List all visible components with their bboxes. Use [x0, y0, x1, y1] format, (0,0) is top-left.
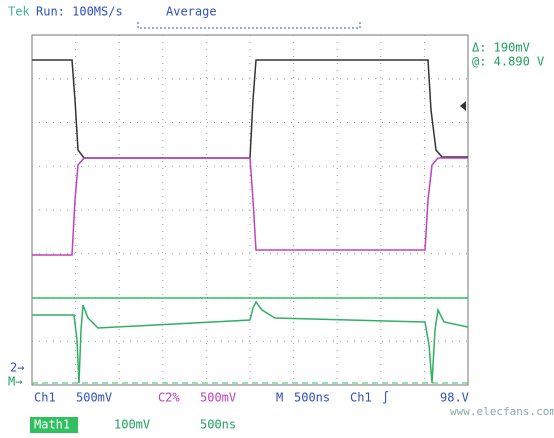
ch1-trace: [32, 59, 468, 159]
timebase: 500ns: [294, 391, 330, 405]
cursor-delta: Δ: 190mV: [472, 41, 530, 55]
brand: Tek: [8, 5, 30, 19]
ch2-marker: 2→: [10, 361, 24, 375]
ch2-trace: [32, 157, 468, 256]
run-status: Run: 100MS/s: [36, 5, 123, 19]
math-label: Math1: [34, 418, 70, 432]
trigger-marker: [460, 101, 466, 111]
graticule: [32, 35, 468, 385]
acq-mode: Average: [166, 5, 217, 19]
math-time: 500ns: [200, 418, 236, 432]
math-marker: M→: [8, 375, 22, 389]
trigger-source: Ch1: [350, 391, 372, 405]
cursor-at: @: 4.890 V: [472, 55, 544, 69]
trigger-level: 98.V: [440, 391, 469, 405]
record-bracket: [137, 22, 361, 29]
ch1-scale: 500mV: [76, 391, 112, 405]
watermark: www.elecfans.com: [450, 405, 554, 418]
ch1-label: Ch1: [34, 391, 56, 405]
math-badge: [30, 417, 78, 433]
math-scale: 100mV: [114, 418, 150, 432]
trigger-slope: ∫: [382, 391, 389, 405]
ch2-label: C2%: [158, 391, 180, 405]
math-trace: [32, 300, 469, 384]
timebase-label: M: [276, 391, 283, 405]
ch2-scale: 500mV: [200, 391, 236, 405]
